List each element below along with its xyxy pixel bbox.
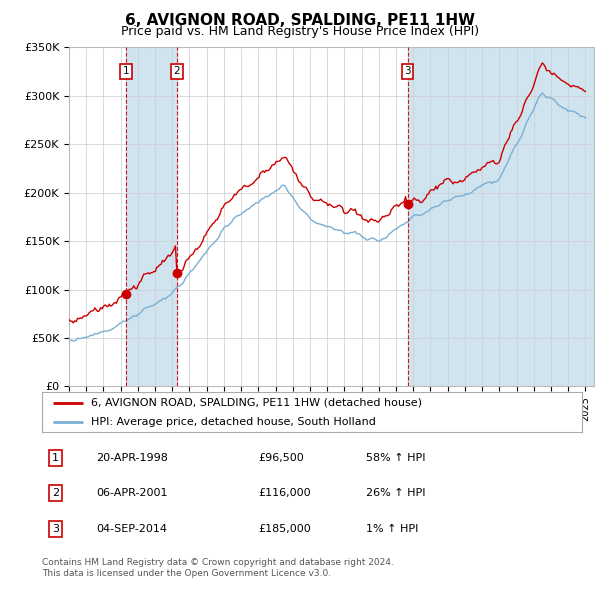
Text: 3: 3 [52, 524, 59, 534]
Text: This data is licensed under the Open Government Licence v3.0.: This data is licensed under the Open Gov… [42, 569, 331, 578]
Text: 26% ↑ HPI: 26% ↑ HPI [366, 488, 425, 498]
Text: 6, AVIGNON ROAD, SPALDING, PE11 1HW: 6, AVIGNON ROAD, SPALDING, PE11 1HW [125, 13, 475, 28]
Text: 2: 2 [52, 488, 59, 498]
Bar [126, 47, 177, 386]
Text: 20-APR-1998: 20-APR-1998 [96, 453, 168, 463]
Text: HPI: Average price, detached house, South Holland: HPI: Average price, detached house, Sout… [91, 417, 376, 427]
Text: £96,500: £96,500 [258, 453, 304, 463]
Text: £116,000: £116,000 [258, 488, 311, 498]
Bar [407, 47, 594, 386]
Text: 3: 3 [404, 67, 411, 77]
Text: Price paid vs. HM Land Registry's House Price Index (HPI): Price paid vs. HM Land Registry's House … [121, 25, 479, 38]
Text: 1: 1 [52, 453, 59, 463]
Text: Contains HM Land Registry data © Crown copyright and database right 2024.: Contains HM Land Registry data © Crown c… [42, 558, 394, 566]
Text: 6, AVIGNON ROAD, SPALDING, PE11 1HW (detached house): 6, AVIGNON ROAD, SPALDING, PE11 1HW (det… [91, 398, 422, 408]
Text: £185,000: £185,000 [258, 524, 311, 534]
Text: 1: 1 [122, 67, 129, 77]
Text: 1% ↑ HPI: 1% ↑ HPI [366, 524, 418, 534]
Text: 2: 2 [173, 67, 180, 77]
Text: 04-SEP-2014: 04-SEP-2014 [96, 524, 167, 534]
Text: 06-APR-2001: 06-APR-2001 [96, 488, 167, 498]
Text: 58% ↑ HPI: 58% ↑ HPI [366, 453, 425, 463]
